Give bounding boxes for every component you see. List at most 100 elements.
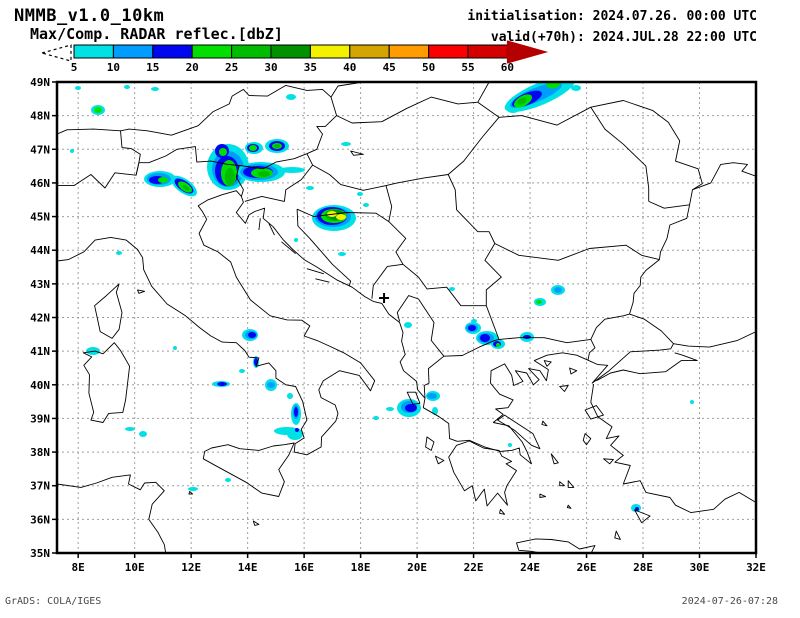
echo-blob-5dbz [508, 443, 512, 447]
border-border-sk-hu-ua [336, 82, 490, 124]
border-border-albania-east [396, 295, 445, 399]
border-border-hu-srb-hr [306, 153, 449, 191]
echo-blob-5dbz [116, 251, 122, 255]
coast-tunisia-coast [57, 474, 167, 553]
echo-blob-5dbz [294, 238, 298, 242]
echo-blob-15dbz [468, 325, 476, 331]
colorbar-segment [191, 44, 233, 59]
colorbar: 5 10 15 20 25 30 35 40 45 50 55 60 [39, 40, 549, 74]
colorbar-level-label: 10 [107, 61, 120, 74]
border-border-de-at-cz-sk [120, 82, 364, 136]
echo-blob-20dbz [158, 177, 168, 183]
coast-santorini [566, 504, 572, 509]
coast-crete [516, 538, 596, 553]
grads-credit: GrADS: COLA/IGES [5, 596, 101, 607]
echo-blob-15dbz [295, 428, 299, 432]
border-border-si-hr [244, 164, 313, 202]
coast-peloponnese [448, 440, 517, 507]
x-tick-label: 22E [464, 561, 484, 574]
valid-time: valid(+70h): 2024.JUL.28 22:00 UTC [491, 30, 757, 45]
border-border-srb-kos-mk [402, 263, 487, 307]
echo-blob-5dbz [70, 149, 74, 153]
coast-skyros [541, 420, 548, 427]
border-border-mk-gr [443, 338, 500, 357]
radar-echoes [70, 82, 694, 512]
y-tick-label: 49N [30, 76, 50, 89]
echo-blob-5dbz [508, 109, 518, 113]
coast-pantelleria [188, 490, 194, 495]
echo-blob-5dbz [449, 287, 455, 291]
coast-samothrace [569, 367, 578, 375]
echo-blob-5dbz [373, 416, 379, 420]
colorbar-segment [467, 44, 508, 59]
colorbar-under-arrow [39, 44, 72, 62]
colorbar-segment [349, 44, 390, 59]
colorbar-segment [388, 44, 430, 59]
map-gridlines [57, 82, 756, 553]
border-border-bih-mne [371, 263, 404, 299]
coast-kythira [499, 508, 506, 515]
colorbar-segment [112, 44, 154, 59]
coast-italy-coast [57, 190, 376, 456]
border-border-bg-tr [590, 313, 630, 340]
echo-blob-20dbz [536, 300, 542, 304]
x-tick-label: 12E [181, 561, 201, 574]
echo-blob-5dbz [432, 407, 438, 415]
colorbar-segment [270, 44, 311, 59]
echo-blob-5dbz [124, 85, 130, 89]
echo-blob-5dbz [363, 203, 369, 207]
coast-sardinia [82, 342, 131, 423]
echo-blob-5dbz [188, 487, 198, 491]
initialisation-time: initialisation: 2024.07.26. 00:00 UTC [467, 9, 757, 24]
y-tick-label: 45N [30, 211, 50, 224]
coast-milos [539, 493, 547, 498]
echo-blob-5dbz [125, 427, 135, 431]
border-border-hr-bih-west [296, 209, 352, 286]
echo-blob-5dbz [386, 407, 394, 411]
coast-croatian-islands-4 [306, 268, 325, 275]
y-tick-label: 41N [30, 345, 50, 358]
echo-blob-5dbz [225, 478, 231, 482]
coast-sicily [202, 442, 295, 497]
colorbar-level-label: 55 [461, 61, 474, 74]
echo-blob-5dbz [173, 346, 177, 350]
lake-lake-balaton [350, 150, 364, 156]
border-border-prut-ro-md [590, 106, 650, 202]
y-tick-label: 40N [30, 379, 50, 392]
echo-blob-5dbz [75, 86, 81, 90]
coast-limnos [559, 385, 569, 392]
echo-blob-5dbz [571, 85, 581, 91]
coast-corsica [94, 283, 123, 339]
echo-blob-5dbz [239, 369, 245, 373]
border-border-hr-bih-srb [296, 185, 393, 223]
x-tick-label: 24E [520, 561, 540, 574]
x-tick-label: 18E [351, 561, 371, 574]
coast-corfu [406, 391, 421, 405]
colorbar-segment [428, 44, 469, 59]
echo-blob-5dbz [690, 400, 694, 404]
axis-ticks-and-labels: 8E 10E 12E 14E 16E 18E 20E 22E 24E 26E 28E 30E 32E 35… [30, 76, 766, 574]
colorbar-level-label: 35 [304, 61, 317, 74]
echo-blob-5dbz [338, 252, 346, 256]
y-tick-label: 36N [30, 513, 50, 526]
echo-blob-15dbz [523, 335, 531, 339]
echo-blob-20dbz [94, 107, 102, 113]
border-border-hu-ua [477, 101, 500, 118]
y-tick-label: 47N [30, 143, 50, 156]
colorbar-level-label: 15 [146, 61, 159, 74]
coast-rhodes [634, 509, 651, 524]
border-border-danube-ro-srb-bg [447, 174, 660, 261]
echo-blob-5dbz [287, 428, 303, 440]
coast-paros [559, 481, 565, 487]
coast-samos [603, 458, 614, 465]
echo-blob-5dbz [357, 192, 363, 196]
coastlines-and-borders [57, 82, 756, 553]
echo-blob-15dbz [405, 404, 417, 412]
border-border-srb-bg [484, 243, 502, 306]
coast-chios [582, 433, 592, 446]
echo-blob-25dbz [182, 185, 190, 191]
border-border-at-hu-si [239, 96, 338, 170]
x-tick-label: 16E [294, 561, 314, 574]
creation-timestamp: 2024-07-26-07:28 [682, 596, 778, 607]
